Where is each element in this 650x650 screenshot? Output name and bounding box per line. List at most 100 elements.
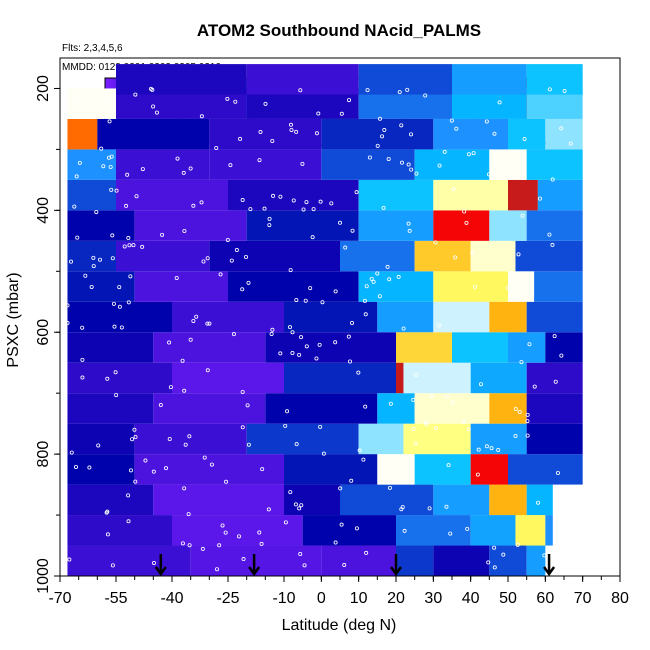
sample-point (525, 419, 530, 424)
sample-point (83, 273, 88, 278)
sample-point (104, 510, 109, 515)
sample-point (501, 552, 506, 557)
heatmap-cell (134, 210, 247, 241)
sample-point (205, 321, 210, 326)
sample-point (513, 407, 518, 412)
sample-point (111, 301, 116, 306)
sample-point (446, 463, 451, 468)
heatmap-cell (209, 118, 322, 150)
sample-point (448, 531, 453, 536)
flight-marker-arrow (543, 566, 556, 577)
sample-point (550, 177, 555, 182)
sample-point (492, 131, 497, 136)
sample-point (117, 285, 122, 290)
sample-point (224, 479, 229, 484)
sample-point (489, 446, 494, 451)
sample-point (96, 443, 101, 448)
heatmap-cell (414, 454, 471, 485)
sample-point (125, 172, 130, 177)
sample-point (236, 534, 241, 539)
sample-point (399, 507, 404, 512)
sample-point (270, 327, 275, 332)
sample-point (69, 450, 74, 455)
sample-point (151, 469, 156, 474)
sample-point (338, 486, 343, 491)
sample-point (143, 458, 148, 463)
sample-point (479, 382, 484, 387)
sample-point (126, 236, 131, 241)
sample-point (537, 196, 542, 201)
sample-point (550, 242, 555, 247)
y-axis-label: PSXC (mbar) (5, 272, 22, 367)
heatmap-cell (153, 332, 266, 363)
sample-point (343, 245, 348, 250)
sample-point (225, 237, 230, 242)
sample-point (140, 167, 145, 172)
sample-point (128, 468, 133, 473)
sample-point (470, 250, 475, 255)
sample-point (333, 289, 338, 294)
sample-point (516, 252, 521, 257)
sample-point (160, 232, 165, 237)
sample-point (258, 130, 263, 135)
sample-point (266, 507, 271, 512)
heatmap-cell (470, 423, 527, 455)
sample-point (278, 351, 283, 356)
heatmap-cell (489, 393, 527, 424)
heatmap-cell (246, 423, 359, 455)
heatmap-cell (489, 484, 527, 516)
sample-point (231, 332, 236, 337)
sample-point (180, 541, 185, 546)
sample-point (209, 462, 214, 467)
heatmap-cell (452, 64, 527, 95)
sample-point (356, 370, 361, 375)
sample-point (73, 464, 78, 469)
heatmap-cell (396, 515, 471, 546)
heatmap-cell (414, 240, 471, 272)
y-tick-label: 400 (35, 197, 52, 224)
sample-point (289, 122, 294, 127)
heatmap-cell (67, 332, 154, 363)
sample-point (527, 342, 532, 347)
sample-point (302, 563, 307, 568)
heatmap-cell (414, 393, 490, 424)
sample-point (442, 149, 447, 154)
sample-point (151, 560, 156, 565)
sample-point (318, 199, 323, 204)
heatmap-cell (470, 515, 516, 546)
sample-point (515, 542, 520, 547)
heatmap-cell (433, 271, 508, 302)
sample-point (429, 394, 434, 399)
sample-point (492, 565, 497, 570)
sample-point (80, 357, 85, 362)
sample-point (314, 356, 319, 361)
sample-point (294, 297, 299, 302)
sample-point (133, 92, 138, 97)
sample-point (411, 426, 416, 431)
sample-point (240, 198, 245, 203)
sample-point (399, 123, 404, 128)
heatmap-cell (433, 301, 490, 333)
sample-point (278, 194, 283, 199)
sample-point (186, 512, 191, 517)
sample-point (128, 274, 133, 279)
sample-point (257, 158, 262, 163)
sample-point (357, 448, 362, 453)
sample-point (267, 223, 272, 228)
sample-point (233, 99, 238, 104)
sample-point (246, 442, 251, 447)
sample-point (350, 228, 355, 233)
sample-point (553, 379, 558, 384)
sample-point (342, 563, 347, 568)
sample-point (517, 409, 522, 414)
sample-point (77, 160, 82, 165)
sample-point (329, 201, 334, 206)
sample-point (454, 126, 459, 131)
sample-point (364, 284, 369, 289)
heatmap-cell (396, 545, 434, 576)
sample-point (99, 146, 104, 151)
heatmap-cell (67, 240, 116, 272)
x-tick-label: 30 (424, 590, 442, 607)
sample-point (346, 334, 351, 339)
x-axis-label: Latitude (deg N) (282, 617, 397, 634)
